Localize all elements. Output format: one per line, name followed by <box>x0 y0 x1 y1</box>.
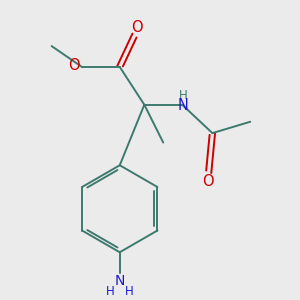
Text: N: N <box>115 274 125 288</box>
Text: O: O <box>68 58 80 73</box>
Text: N: N <box>178 98 188 113</box>
Text: H: H <box>125 286 134 298</box>
Text: O: O <box>202 174 214 189</box>
Text: H: H <box>178 89 187 102</box>
Text: H: H <box>106 286 115 298</box>
Text: O: O <box>131 20 142 35</box>
